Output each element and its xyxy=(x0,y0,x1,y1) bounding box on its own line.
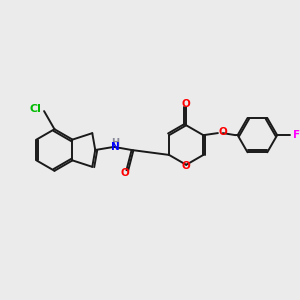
Text: O: O xyxy=(120,168,129,178)
Text: Cl: Cl xyxy=(29,104,41,114)
Text: F: F xyxy=(292,130,300,140)
Text: H: H xyxy=(111,138,119,148)
Text: O: O xyxy=(182,161,190,171)
Text: O: O xyxy=(219,127,228,137)
Text: N: N xyxy=(111,142,119,152)
Text: O: O xyxy=(182,99,190,109)
